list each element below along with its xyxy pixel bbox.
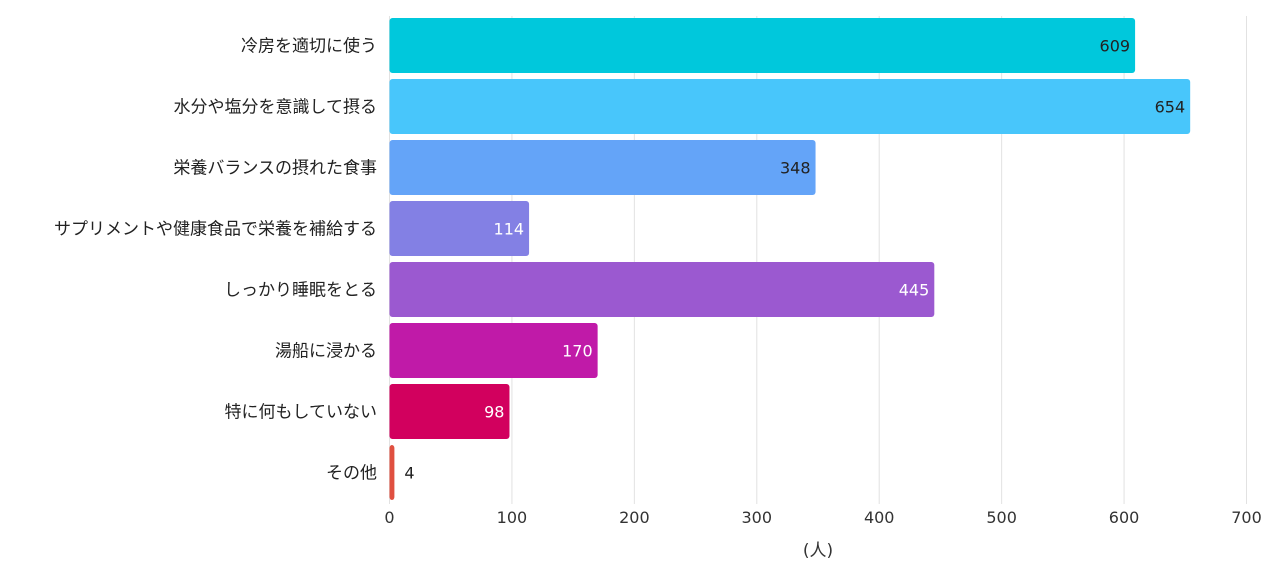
category-label-2: 水分や塩分を意識して摂る bbox=[174, 98, 378, 118]
bar-5 bbox=[389, 262, 935, 317]
x-tick-label-100: 100 bbox=[497, 508, 528, 527]
value-label-6: 170 bbox=[562, 342, 593, 361]
value-label-2: 654 bbox=[1155, 98, 1186, 117]
value-labels: 609 654 348 114 445 170 98 4 bbox=[404, 37, 1185, 483]
bar-7 bbox=[389, 384, 510, 439]
value-label-7: 98 bbox=[484, 403, 504, 422]
bars bbox=[389, 18, 1191, 500]
x-tick-label-200: 200 bbox=[619, 508, 650, 527]
x-tick-label-400: 400 bbox=[864, 508, 895, 527]
bar-8 bbox=[389, 445, 395, 500]
category-labels: 冷房を適切に使う水分や塩分を意識して摂る栄養バランスの摂れた食事サプリメントや健… bbox=[54, 36, 377, 484]
x-tick-label-300: 300 bbox=[742, 508, 773, 527]
category-label-8: その他 bbox=[326, 464, 377, 484]
category-label-3: 栄養バランスの摂れた食事 bbox=[173, 159, 377, 179]
value-label-3: 348 bbox=[780, 159, 811, 178]
bar-4 bbox=[389, 201, 530, 256]
category-label-4: サプリメントや健康食品で栄養を補給する bbox=[54, 220, 377, 240]
category-label-5: しっかり睡眠をとる bbox=[224, 281, 377, 301]
x-tick-label-600: 600 bbox=[1109, 508, 1140, 527]
bar-3 bbox=[389, 140, 816, 195]
bar-1 bbox=[389, 18, 1136, 73]
category-label-6: 湯船に浸かる bbox=[275, 342, 377, 362]
category-label-1: 冷房を適切に使う bbox=[241, 36, 377, 57]
category-label-7: 特に何もしていない bbox=[225, 403, 378, 423]
value-label-1: 609 bbox=[1100, 37, 1131, 56]
value-label-8: 4 bbox=[404, 464, 414, 483]
x-tick-label-0: 0 bbox=[384, 508, 394, 527]
bar-2 bbox=[389, 79, 1191, 134]
x-tick-label-500: 500 bbox=[986, 508, 1017, 527]
x-tick-label-700: 700 bbox=[1231, 508, 1262, 527]
value-label-4: 114 bbox=[494, 220, 525, 239]
bar-6 bbox=[389, 323, 598, 378]
value-label-5: 445 bbox=[899, 281, 930, 300]
x-tick-labels: 0 100 200 300 400 500 600 700 bbox=[384, 508, 1261, 527]
x-axis-title: (人) bbox=[803, 541, 833, 561]
